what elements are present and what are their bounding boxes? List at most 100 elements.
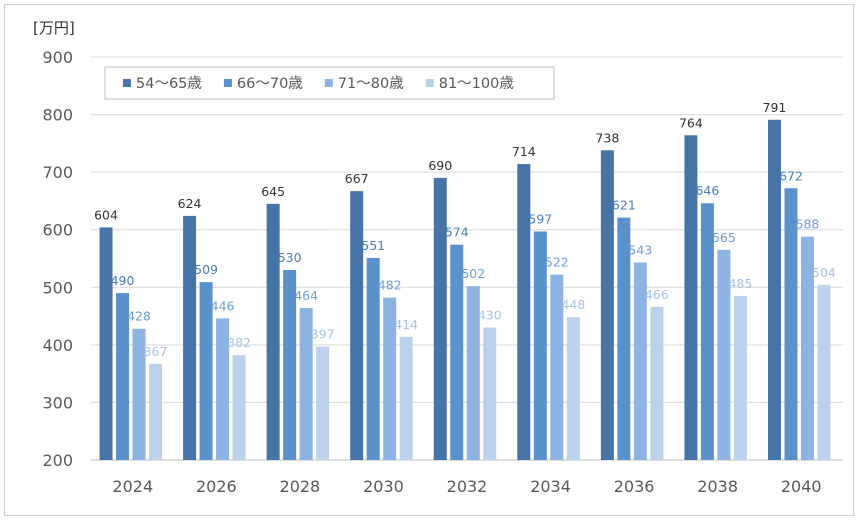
data-label: 791 [763, 100, 787, 115]
bar [633, 262, 647, 460]
bar [817, 284, 831, 460]
data-label: 482 [378, 278, 402, 293]
legend-swatch [123, 79, 131, 87]
legend-label: 54〜65歳 [136, 75, 202, 92]
data-label: 530 [278, 250, 302, 265]
bar [216, 318, 230, 460]
legend: 54〜65歳 66〜70歳 71〜80歳 81〜100歳 [104, 66, 555, 100]
bar [99, 227, 113, 460]
data-label: 565 [712, 230, 736, 245]
bar [800, 236, 814, 460]
bar [466, 286, 480, 460]
bar [784, 188, 798, 460]
chart: [万円] 200 300 400 500 600 700 800 900 604 490 428 3… [33, 19, 843, 496]
y-tick-labels: 200 300 400 500 600 700 800 900 [42, 48, 73, 470]
data-label: 509 [194, 262, 218, 277]
bar [199, 282, 213, 460]
data-label: 382 [227, 335, 251, 350]
data-label: 464 [294, 288, 318, 303]
legend-swatch [425, 79, 434, 87]
data-label: 738 [595, 130, 619, 145]
data-label: 428 [127, 309, 151, 324]
x-tick-label: 2030 [363, 477, 404, 496]
x-tick-label: 2026 [196, 477, 237, 496]
data-label: 446 [211, 298, 235, 313]
bar [450, 244, 464, 460]
bar [550, 274, 564, 460]
data-label: 764 [679, 115, 703, 130]
value-labels: 604 490 428 367 624 509 446 382 645 530 464 397 667 5… [94, 100, 836, 359]
data-label: 397 [311, 327, 335, 342]
x-tick-label: 2036 [614, 477, 655, 496]
bar [183, 215, 197, 460]
x-tick-label: 2028 [280, 477, 321, 496]
y-tick-label: 200 [42, 451, 73, 470]
bar [700, 203, 714, 460]
legend-swatch [324, 79, 333, 87]
x-tick-label: 2032 [447, 477, 488, 496]
bar [566, 317, 580, 460]
bar [266, 203, 280, 461]
bar [517, 164, 531, 460]
data-label: 502 [461, 266, 485, 281]
data-label: 621 [612, 198, 636, 213]
bar [767, 119, 781, 460]
bar [617, 217, 631, 460]
bars [99, 119, 831, 461]
data-label: 414 [394, 317, 418, 332]
x-tick-label: 2024 [112, 477, 153, 496]
y-tick-label: 300 [42, 393, 73, 412]
y-tick-label: 600 [42, 221, 73, 240]
y-tick-label: 400 [42, 336, 73, 355]
bar [299, 308, 313, 460]
data-label: 485 [728, 276, 752, 291]
data-label: 672 [779, 168, 803, 183]
y-tick-label: 700 [42, 163, 73, 182]
data-label: 367 [144, 344, 168, 359]
bar [399, 336, 413, 460]
bar [116, 293, 130, 460]
y-tick-label: 800 [42, 106, 73, 125]
bar [533, 231, 547, 460]
x-tick-label: 2034 [530, 477, 571, 496]
data-label: 604 [94, 207, 118, 222]
bar [383, 297, 397, 460]
x-tick-labels: 2024 2026 2028 2030 2032 2034 2036 2038 2040 [112, 477, 821, 496]
bar [149, 363, 163, 460]
legend-swatch [223, 79, 232, 87]
data-label: 448 [561, 297, 585, 312]
legend-label: 81〜100歳 [439, 75, 514, 92]
bar [684, 135, 698, 460]
bar [350, 191, 364, 461]
bar [733, 295, 747, 460]
data-label: 597 [528, 211, 552, 226]
data-label: 646 [695, 183, 719, 198]
data-label: 430 [478, 308, 502, 323]
data-label: 574 [445, 225, 469, 240]
chart-frame: [万円] 200 300 400 500 600 700 800 900 604 490 428 3… [4, 4, 854, 516]
data-label: 504 [812, 265, 836, 280]
bar [433, 177, 447, 460]
data-label: 645 [261, 184, 285, 199]
data-label: 551 [361, 238, 385, 253]
legend-label: 71〜80歳 [338, 75, 404, 92]
data-label: 714 [512, 144, 536, 159]
data-label: 522 [545, 255, 569, 270]
bar [232, 355, 246, 460]
data-label: 624 [178, 196, 202, 211]
bar [283, 270, 297, 460]
data-label: 667 [345, 171, 369, 186]
bar [717, 249, 731, 460]
bar [132, 328, 146, 460]
data-label: 466 [645, 287, 669, 302]
data-label: 588 [796, 217, 820, 232]
data-label: 690 [428, 158, 452, 173]
bar [600, 150, 614, 460]
data-label: 543 [628, 243, 652, 258]
x-tick-label: 2040 [781, 477, 822, 496]
y-tick-label: 900 [42, 48, 73, 67]
y-unit-label: [万円] [33, 19, 75, 37]
bar [650, 306, 664, 460]
bar [483, 327, 497, 460]
data-label: 490 [111, 273, 135, 288]
